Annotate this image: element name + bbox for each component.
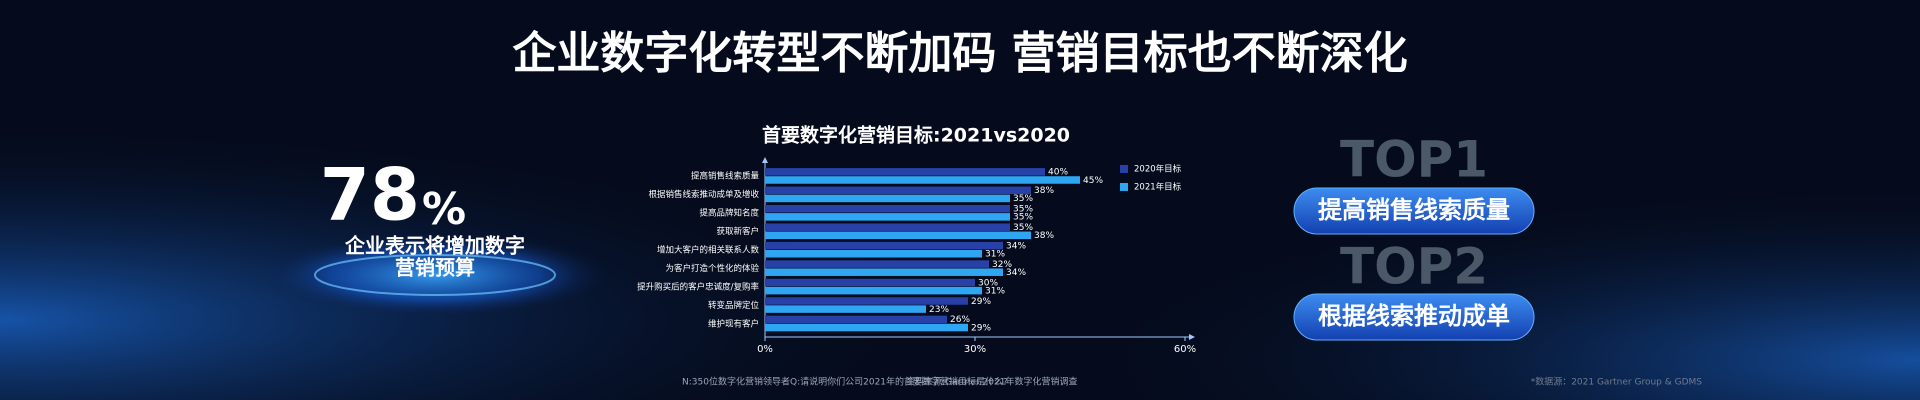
category-label: 根据销售线索推动成单及增收	[648, 189, 759, 200]
value-label: 29%	[971, 323, 991, 333]
stat-text: 营销预算	[395, 256, 475, 280]
footer-note: N:350位数字化营销领导者	[682, 376, 790, 388]
value-label: 35%	[1013, 205, 1033, 215]
value-label: 23%	[929, 305, 949, 315]
category-label: 提高销售线索质量	[691, 171, 760, 182]
category-label: 提高品牌知名度	[699, 208, 759, 219]
top-label: 提高销售线索质量	[1318, 196, 1510, 224]
bar	[765, 268, 1003, 276]
bar	[765, 241, 1003, 250]
bar	[765, 323, 968, 332]
bar	[765, 305, 926, 313]
value-label: 31%	[985, 250, 1005, 260]
value-label: 40%	[1048, 168, 1068, 178]
category-label: 转变品牌定位	[708, 300, 760, 311]
x-tick-label: 60%	[1174, 344, 1196, 355]
value-label: 34%	[1006, 241, 1026, 251]
chart-title: 首要数字化营销目标:2021vs2020	[762, 124, 1070, 147]
platform-ring	[314, 254, 556, 296]
top-label: 根据线索推动成单	[1318, 302, 1510, 330]
value-label: 35%	[1013, 194, 1033, 204]
page-title: 企业数字化转型不断加码 营销目标也不断深化	[512, 28, 1407, 79]
axis-arrow	[762, 157, 768, 163]
bar	[765, 194, 1010, 203]
bar	[765, 186, 1031, 195]
bar	[765, 204, 1010, 213]
top-pill	[1293, 187, 1535, 235]
category-label: 为客户打造个性化的体验	[665, 263, 759, 274]
value-label: 29%	[971, 297, 991, 307]
value-label: 35%	[1013, 213, 1033, 223]
legend-label: 2020年目标	[1134, 164, 1182, 175]
legend-swatch	[1120, 183, 1128, 191]
platform	[260, 233, 610, 317]
bar	[765, 231, 1031, 240]
stat-unit: %	[422, 184, 466, 235]
bar	[765, 213, 1010, 221]
category-label: 获取新客户	[716, 226, 759, 237]
value-label: 45%	[1083, 176, 1103, 186]
value-label: 30%	[978, 278, 998, 288]
bar	[765, 223, 1010, 231]
stat-text: 企业表示将增加数字	[344, 234, 525, 258]
value-label: 31%	[985, 286, 1005, 296]
category-label: 提升购买后的客户忠诚度/复购率	[637, 281, 759, 292]
x-tick-label: 0%	[757, 344, 773, 355]
bar	[765, 176, 1080, 184]
bar	[765, 297, 968, 305]
bar	[765, 260, 989, 268]
axis-arrow	[1189, 334, 1195, 340]
legend-swatch	[1120, 165, 1128, 173]
category-label: 维护现有客户	[708, 318, 759, 329]
value-label: 38%	[1034, 231, 1054, 241]
top-rank: TOP2	[1340, 238, 1488, 296]
bar	[765, 278, 975, 287]
value-label: 38%	[1034, 186, 1054, 196]
footer-note: Q:请说明你们公司2021年的首要数字营销目标是什么?	[790, 376, 1008, 388]
top-rank: TOP1	[1340, 131, 1488, 189]
x-tick-label: 30%	[964, 344, 986, 355]
bar	[765, 250, 982, 258]
value-label: 26%	[950, 315, 970, 325]
bar	[765, 286, 982, 295]
footer-note: 资料来源:Gartner 2021年数字化营销调查	[906, 376, 1077, 388]
bar	[765, 168, 1045, 176]
top-pill	[1293, 293, 1535, 341]
value-label: 34%	[1006, 268, 1026, 278]
bar	[765, 315, 947, 324]
footer-note: *数据源：2021 Gartner Group & GDMS	[1531, 376, 1703, 388]
stat-number: 78	[320, 153, 420, 237]
category-label: 增加大客户的相关联系人数	[657, 245, 760, 256]
value-label: 32%	[992, 260, 1012, 270]
value-label: 35%	[1013, 223, 1033, 233]
legend-label: 2021年目标	[1134, 182, 1182, 193]
